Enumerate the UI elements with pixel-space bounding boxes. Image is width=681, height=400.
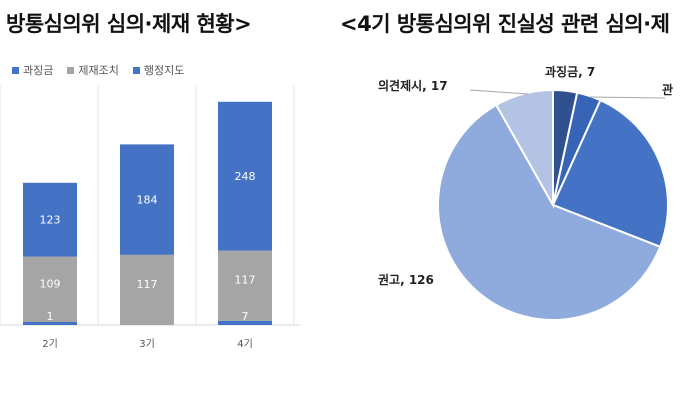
bar-data-label-2-0: 7 (242, 310, 249, 323)
bar-data-label-1-2: 184 (137, 194, 158, 207)
x-tick-label-0: 2기 (42, 338, 58, 350)
pie-label-3: 권고, 126 (378, 273, 434, 287)
x-tick-label-1: 3기 (139, 338, 155, 350)
bar-data-label-0-0: 1 (47, 310, 54, 323)
pie-leader-line-1 (590, 97, 665, 98)
pie-label-1: 관 (662, 82, 673, 97)
bar-data-label-2-1: 117 (235, 274, 256, 287)
bar-data-label-1-1: 117 (137, 278, 158, 291)
pie-leader-line-4 (470, 90, 528, 94)
x-tick-label-2: 4기 (237, 338, 253, 350)
bar-data-label-0-2: 123 (40, 214, 61, 227)
bar-data-label-2-2: 248 (235, 170, 256, 183)
pie-label-0: 과징금, 7 (545, 64, 595, 79)
bar-data-label-0-1: 109 (40, 277, 61, 290)
pie-label-4: 의견제시, 17 (378, 78, 448, 93)
